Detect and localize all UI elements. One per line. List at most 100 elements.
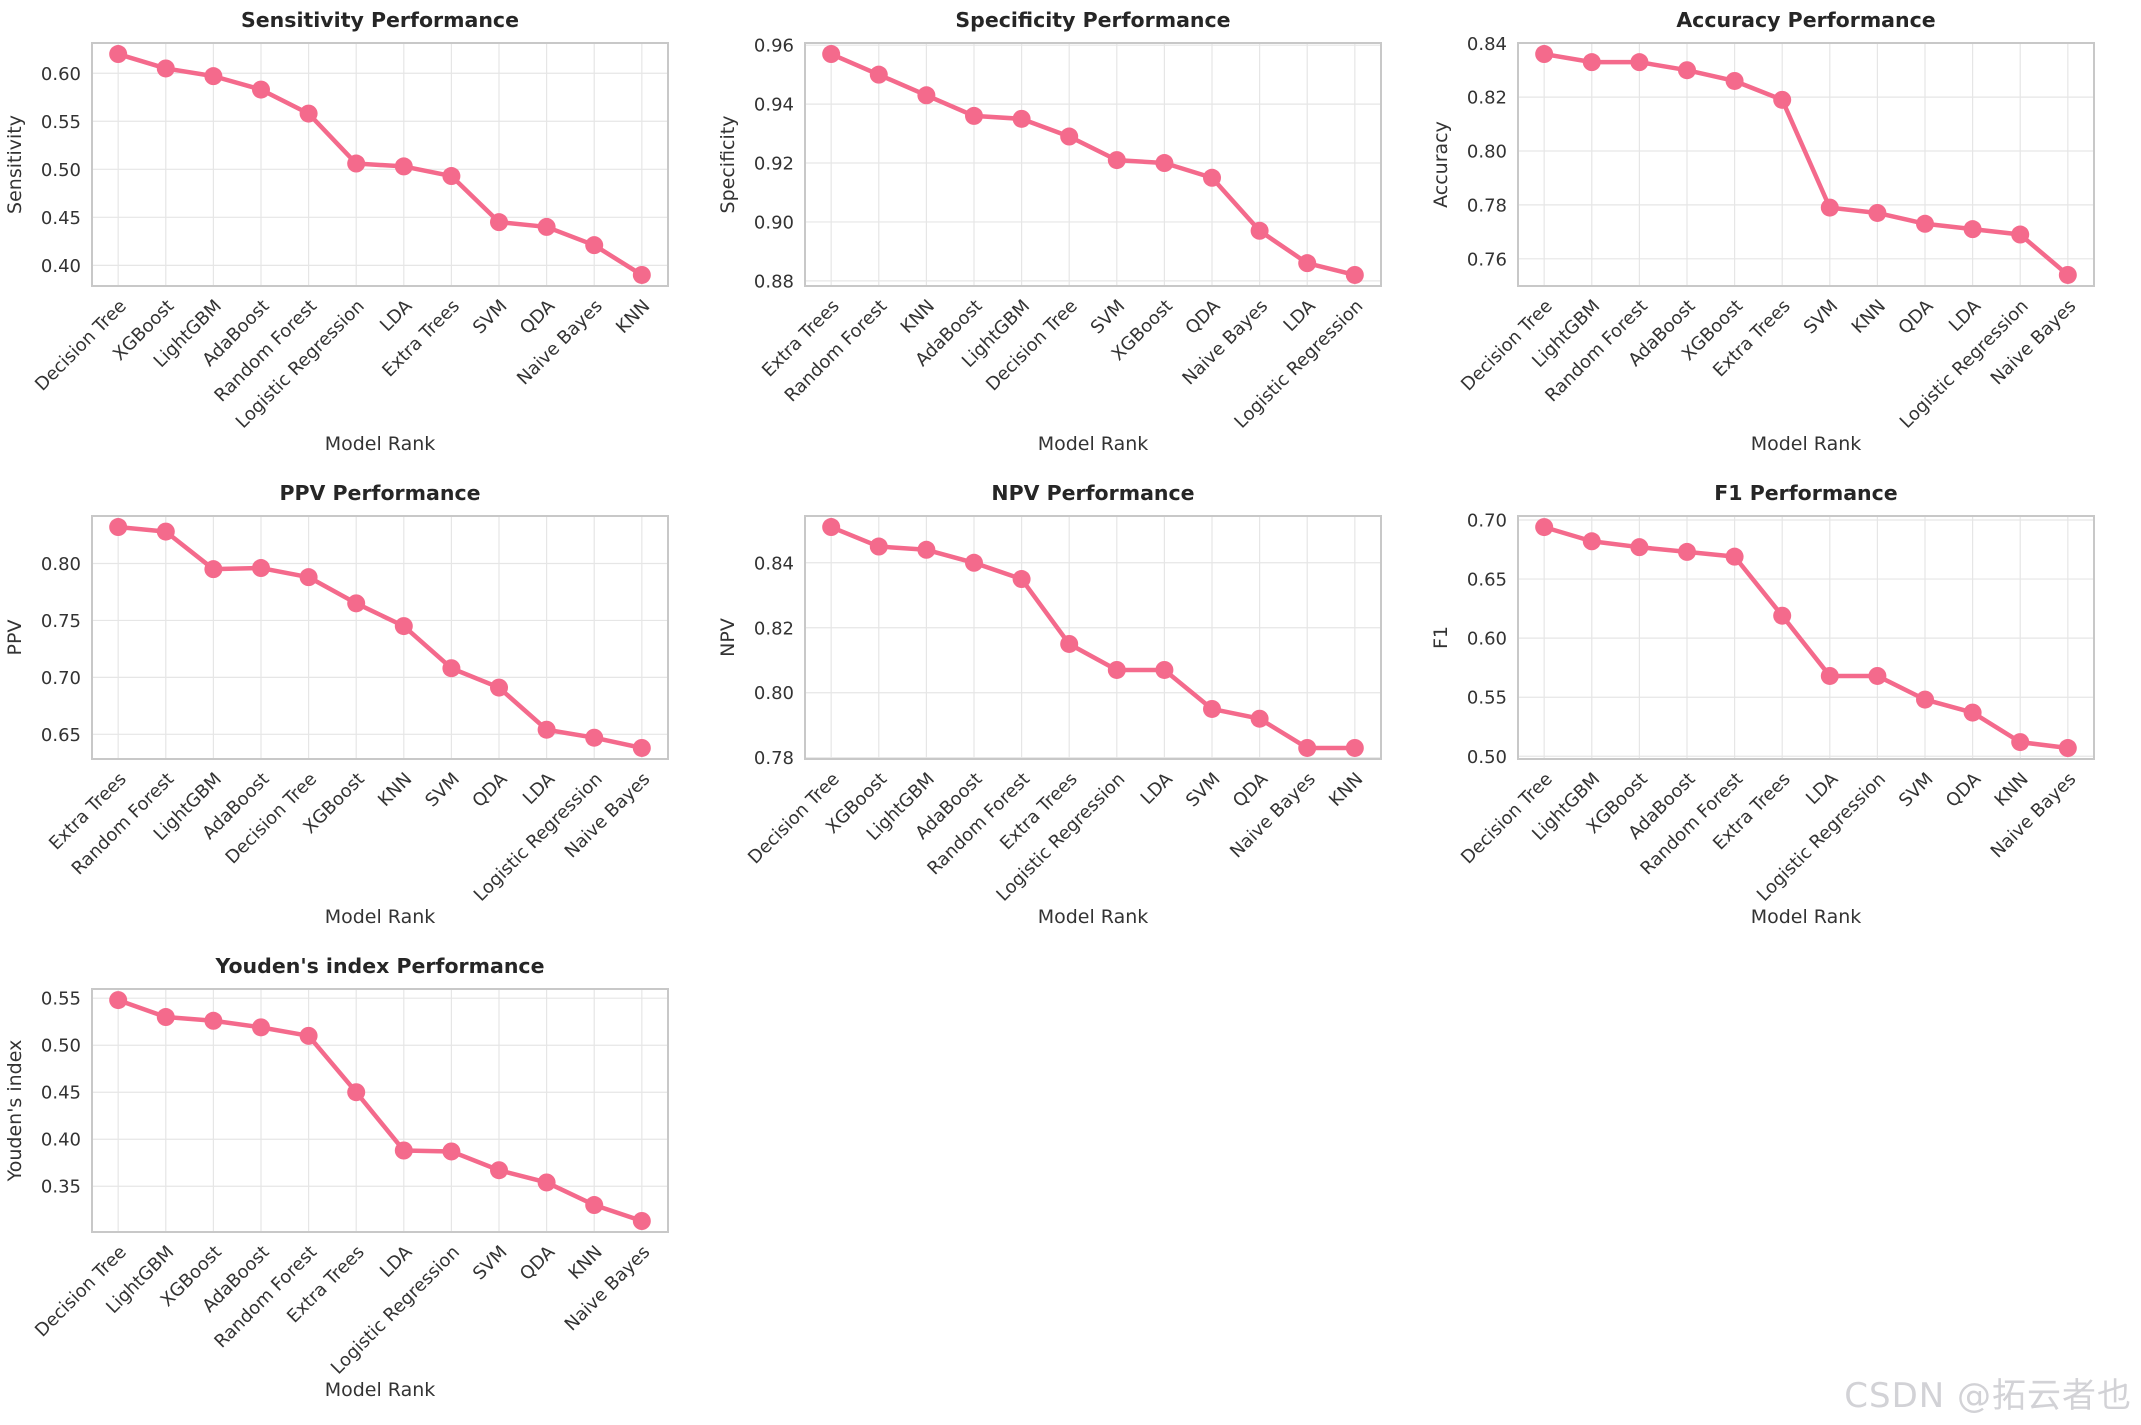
- x-axis-label: Model Rank: [325, 1379, 436, 1401]
- data-point: [1203, 168, 1222, 187]
- data-point: [1345, 265, 1364, 284]
- data-line: [828, 524, 1358, 751]
- data-point: [1535, 45, 1554, 64]
- x-tick-label: KNN: [565, 1242, 607, 1284]
- y-tick-label: 0.80: [41, 554, 81, 575]
- data-point: [1203, 699, 1222, 718]
- data-point: [537, 1173, 556, 1192]
- data-point: [869, 65, 888, 84]
- data-point: [1155, 154, 1174, 173]
- y-tick-label: 0.80: [1467, 142, 1507, 163]
- y-axis-label: NPV: [717, 618, 739, 657]
- chart-title: Specificity Performance: [955, 8, 1230, 32]
- y-tick-label: 0.40: [41, 256, 81, 277]
- data-point: [490, 678, 509, 697]
- data-line: [828, 51, 1358, 278]
- data-point: [822, 518, 841, 537]
- data-point: [1963, 703, 1982, 722]
- data-point: [442, 659, 461, 678]
- data-point: [1298, 738, 1317, 757]
- x-tick-label: QDA: [1894, 295, 1938, 339]
- y-tick-label: 0.60: [1467, 629, 1507, 650]
- data-point: [537, 720, 556, 739]
- y-tick-label: 0.70: [1467, 511, 1507, 532]
- y-tick-label: 0.96: [754, 36, 794, 57]
- data-point: [1820, 666, 1839, 685]
- data-point: [585, 728, 604, 747]
- y-tick-label: 0.65: [1467, 570, 1507, 591]
- data-point: [204, 67, 223, 86]
- y-tick-label: 0.88: [754, 271, 794, 292]
- data-point: [1963, 220, 1982, 239]
- y-axis-label: Youden's index: [4, 1040, 26, 1183]
- data-point: [1630, 538, 1649, 557]
- line-chart: F1 PerformanceF10.500.550.600.650.70Deci…: [1430, 481, 2095, 928]
- data-point: [347, 594, 366, 613]
- x-tick-label: KNN: [612, 296, 654, 338]
- chart-sensitivity: Sensitivity Performance Sensitivity 0.40 0.…: [0, 0, 713, 473]
- data-point: [964, 553, 983, 572]
- data-point: [917, 86, 936, 105]
- data-point: [490, 1161, 509, 1180]
- y-tick-label: 0.70: [41, 668, 81, 689]
- x-tick-label: LDA: [1137, 768, 1178, 809]
- y-tick-label: 0.50: [1467, 747, 1507, 768]
- y-axis-label: F1: [1430, 626, 1452, 649]
- data-line: [115, 51, 645, 278]
- y-tick-label: 0.65: [41, 725, 81, 746]
- y-tick-label: 0.55: [1467, 688, 1507, 709]
- y-tick-label: 0.94: [754, 95, 794, 116]
- y-tick-label: 0.82: [754, 618, 794, 639]
- y-axis-label: Specificity: [717, 116, 739, 214]
- data-point: [632, 265, 651, 284]
- data-point: [1677, 61, 1696, 80]
- y-tick-label: 0.78: [754, 748, 794, 769]
- y-tick-label: 0.60: [41, 64, 81, 85]
- data-point: [2058, 265, 2077, 284]
- y-tick-label: 0.40: [41, 1130, 81, 1151]
- data-point: [1012, 570, 1031, 589]
- plot-border: [1517, 515, 2095, 760]
- empty-cell: [1426, 946, 2139, 1419]
- data-point: [1868, 203, 1887, 222]
- line-chart: PPV PerformancePPV0.650.700.750.80Extra …: [4, 481, 669, 928]
- data-point: [109, 518, 128, 537]
- x-tick-label: KNN: [1325, 769, 1367, 811]
- data-point: [1582, 53, 1601, 72]
- data-point: [299, 104, 318, 123]
- x-tick-label: SVM: [421, 769, 464, 812]
- data-point: [204, 1011, 223, 1030]
- data-point: [109, 45, 128, 64]
- data-point: [1250, 709, 1269, 728]
- line-chart: Specificity Performance Specificity 0.88 0.…: [717, 8, 1382, 455]
- data-line: [115, 524, 645, 751]
- data-point: [251, 1018, 270, 1037]
- csdn-watermark: CSDN @拓云者也: [1844, 1376, 2132, 1416]
- data-point: [1535, 518, 1554, 537]
- chart-npv: NPV Performance NPV 0.78 0.80 0.82 0.84 Decisi…: [713, 473, 1426, 946]
- chart-title: F1 Performance: [1714, 481, 1897, 505]
- plot-border: [91, 42, 669, 287]
- data-point: [109, 991, 128, 1010]
- x-axis-label: Model Rank: [1751, 906, 1862, 928]
- data-point: [2011, 733, 2030, 752]
- data-point: [1107, 151, 1126, 170]
- y-tick-label: 0.84: [754, 553, 794, 574]
- data-point: [204, 560, 223, 579]
- y-tick-label: 0.50: [41, 160, 81, 181]
- chart-specificity: Specificity Performance Specificity 0.88 0.…: [713, 0, 1426, 473]
- x-axis-label: Model Rank: [325, 906, 436, 928]
- data-point: [394, 1141, 413, 1160]
- data-point: [490, 213, 509, 232]
- y-tick-label: 0.45: [41, 1083, 81, 1104]
- data-point: [1677, 542, 1696, 561]
- data-point: [442, 1142, 461, 1161]
- y-tick-label: 0.75: [41, 611, 81, 632]
- data-point: [1060, 634, 1079, 653]
- y-tick-label: 0.55: [41, 112, 81, 133]
- y-tick-label: 0.92: [754, 154, 794, 175]
- y-tick-label: 0.84: [1467, 34, 1507, 55]
- data-point: [347, 1083, 366, 1102]
- x-tick-label: Naive Bayes: [561, 1242, 655, 1336]
